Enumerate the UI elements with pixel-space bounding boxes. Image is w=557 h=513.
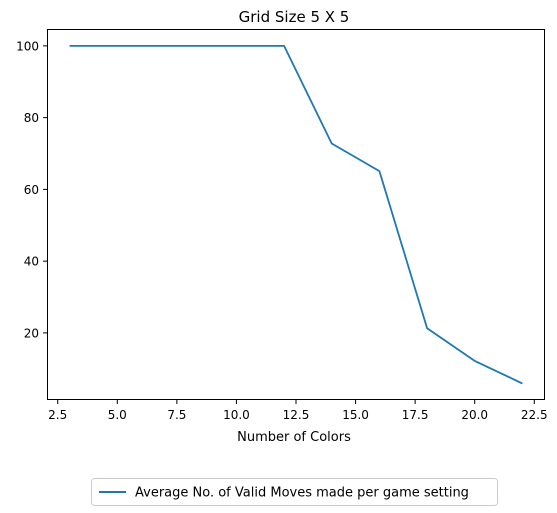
legend: Average No. of Valid Moves made per game… [91, 478, 498, 506]
x-tick-label: 15.0 [342, 408, 369, 422]
x-tick-label: 17.5 [402, 408, 429, 422]
y-tick-label: 100 [16, 39, 39, 53]
series-line-0 [69, 45, 523, 385]
y-tick-label: 20 [24, 326, 39, 340]
legend-frame [91, 478, 498, 506]
x-axis-label: Number of Colors [237, 430, 351, 445]
y-tick-label: 80 [24, 111, 39, 125]
x-tick-label: 10.0 [223, 408, 250, 422]
chart-title: Grid Size 5 X 5 [239, 8, 350, 26]
y-tick-label: 40 [24, 255, 39, 269]
x-tick-label: 12.5 [283, 408, 310, 422]
x-tick-label: 5.0 [108, 408, 127, 422]
x-tick-label: 7.5 [167, 408, 186, 422]
legend-series-label: Average No. of Valid Moves made per game… [135, 486, 469, 501]
x-tick-label: 22.5 [521, 408, 548, 422]
x-tick-label: 2.5 [48, 408, 67, 422]
x-tick-label: 20.0 [461, 408, 488, 422]
y-tick-label: 60 [24, 183, 39, 197]
plot-frame [47, 29, 545, 400]
plot-area: 2.5 5.0 7.5 10.0 12.5 15.0 17.5 20.0 22.5 20 40 60 8… [16, 29, 548, 422]
